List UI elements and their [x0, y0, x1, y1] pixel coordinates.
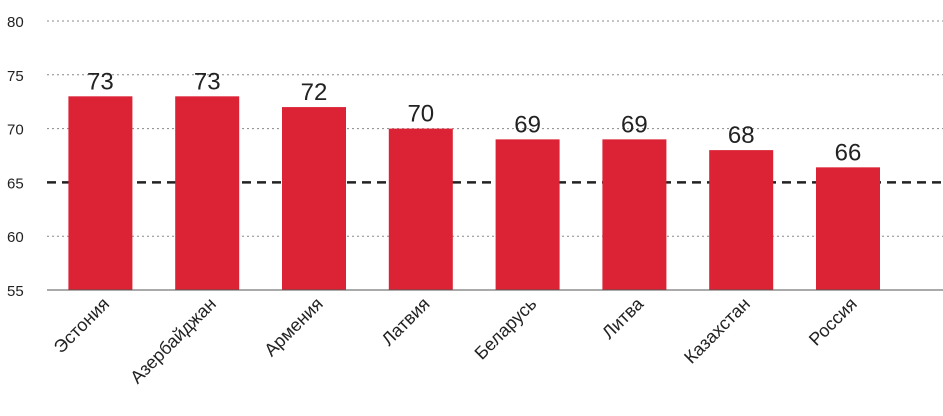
x-tick-label: Латвия	[378, 294, 434, 350]
bar-value-label: 69	[514, 111, 541, 138]
y-tick-labels: 55 60 65 70 75 80	[7, 14, 24, 300]
x-tick-label: Эстония	[50, 294, 113, 357]
x-tick-label: Литва	[598, 293, 648, 343]
bar-1	[68, 96, 133, 290]
y-tick-label: 65	[7, 175, 24, 192]
bar-7	[709, 150, 774, 290]
bar-value-label: 73	[87, 68, 114, 95]
bar-5	[495, 139, 560, 290]
bar-value-label: 66	[835, 139, 862, 166]
x-tick-label: Казахстан	[680, 294, 754, 368]
bar-6	[602, 139, 667, 290]
bar-8	[816, 167, 880, 290]
bar-value-labels: 73 73 72 70 69 69 68 66	[87, 68, 861, 166]
bar-value-label: 73	[194, 68, 221, 95]
y-tick-label: 70	[7, 122, 24, 139]
bars	[68, 96, 880, 290]
y-tick-label: 80	[7, 14, 24, 31]
x-tick-label: Беларусь	[471, 294, 541, 364]
y-tick-label: 55	[7, 283, 24, 300]
grid-lines	[47, 20, 943, 237]
bar-value-label: 68	[728, 122, 755, 149]
x-tick-label: Россия	[805, 294, 861, 350]
y-tick-label: 60	[7, 229, 24, 246]
bar-3	[282, 107, 346, 290]
bar-value-label: 69	[621, 111, 648, 138]
x-tick-label: Армения	[260, 294, 327, 361]
bar-2	[175, 96, 240, 290]
bar-4	[388, 128, 453, 290]
y-tick-label: 75	[7, 68, 24, 85]
x-tick-label: Азербайджан	[126, 294, 220, 388]
bar-value-label: 72	[301, 79, 328, 106]
bar-value-label: 70	[407, 101, 434, 128]
x-tick-labels: Эстония Азербайджан Армения Латвия Беларусь Л…	[50, 293, 861, 387]
